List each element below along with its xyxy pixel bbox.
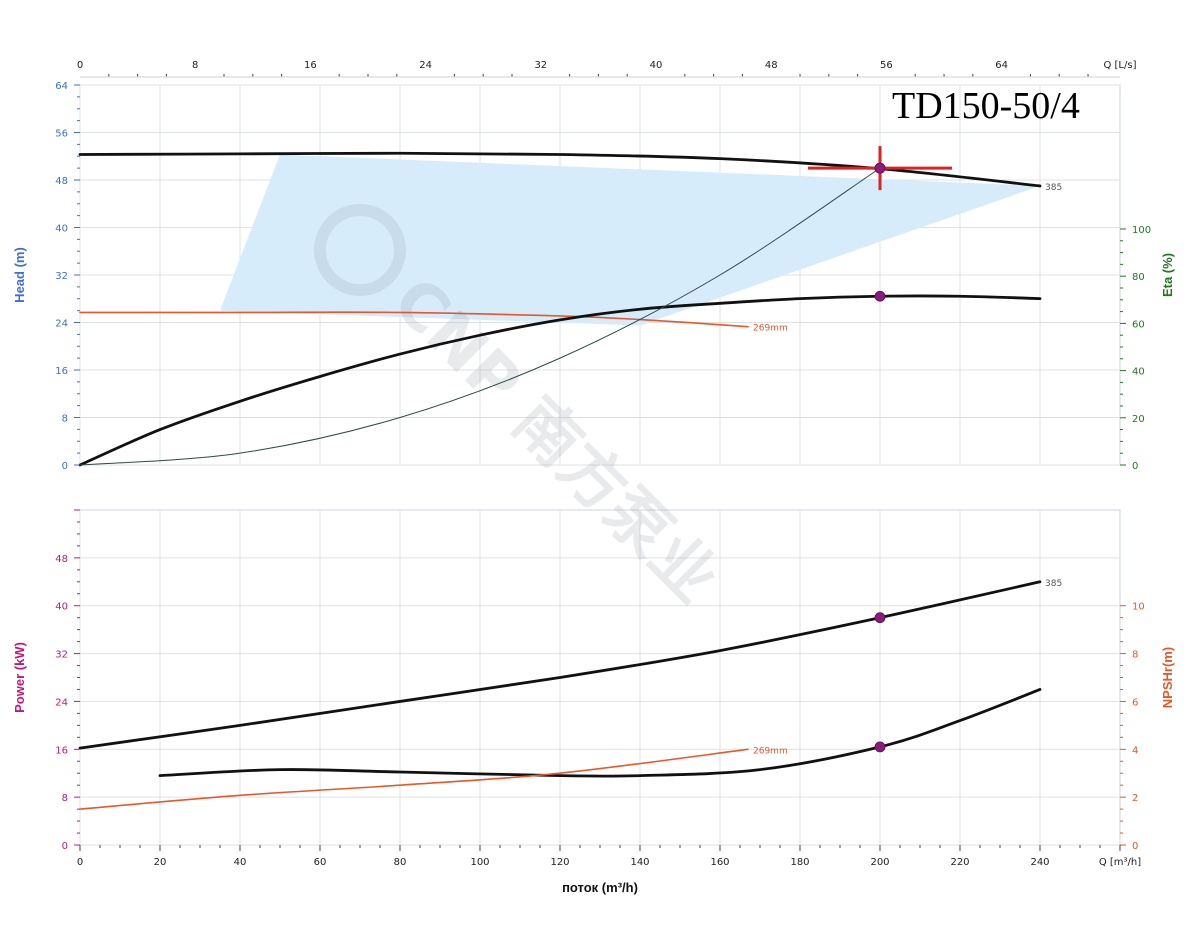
y2-axis-label: Eta (%)	[1160, 253, 1175, 297]
y2-axis-label: NPSHr(m)	[1160, 647, 1175, 708]
x-tick-label: 220	[950, 857, 969, 868]
y2-tick-label: 0	[1132, 461, 1138, 472]
x2-tick-label: 8	[192, 60, 198, 71]
x-tick-label: 40	[234, 857, 247, 868]
chart-title: TD150-50/4	[892, 85, 1080, 127]
series-line-1-2	[79, 748, 749, 810]
x2-tick-label: 40	[650, 60, 663, 71]
y-tick-label: 8	[62, 793, 68, 804]
series-label: 385	[1045, 183, 1062, 193]
watermark-circle	[314, 204, 406, 296]
y-tick-label: 56	[55, 129, 68, 140]
x-tick-label: 20	[154, 857, 167, 868]
x2-tick-label: 48	[765, 60, 778, 71]
operating-point-marker	[874, 290, 886, 302]
y2-tick-label: 100	[1132, 225, 1151, 236]
x-tick-label: 60	[314, 857, 327, 868]
x-axis-unit-label: Q [m³/h]	[1099, 857, 1141, 868]
operating-point-marker	[874, 612, 886, 624]
x-tick-label: 180	[790, 857, 809, 868]
y-axis-label: Power (kW)	[12, 642, 27, 713]
y-tick-label: 40	[55, 602, 68, 613]
curve-layer: 385 269mm 385 269mm	[78, 146, 1062, 810]
y2-tick-label: 10	[1132, 602, 1145, 613]
y2-tick-label: 40	[1132, 367, 1145, 378]
x2-tick-label: 64	[995, 60, 1008, 71]
x2-tick-label: 24	[419, 60, 432, 71]
y2-tick-label: 4	[1132, 745, 1138, 756]
y-tick-label: 24	[55, 697, 68, 708]
plot-frame	[79, 509, 1121, 846]
x-tick-label: 200	[870, 857, 889, 868]
x2-tick-label: 16	[304, 60, 317, 71]
series-line-0-3	[79, 167, 881, 466]
y-tick-label: 48	[55, 554, 68, 565]
duty-point-marker	[874, 162, 886, 174]
y-tick-label: 16	[55, 745, 68, 756]
y-tick-label: 40	[55, 224, 68, 235]
x-tick-label: 100	[470, 857, 489, 868]
operating-envelope	[220, 154, 1040, 326]
x-tick-label: 120	[550, 857, 569, 868]
series-line-0-1	[79, 311, 749, 328]
x-tick-label: 160	[710, 857, 729, 868]
y2-tick-label: 80	[1132, 272, 1145, 283]
x-tick-label: 80	[394, 857, 407, 868]
y-tick-label: 32	[55, 271, 68, 282]
x-tick-label: 0	[77, 857, 83, 868]
y-tick-label: 64	[55, 81, 68, 92]
x-tick-label: 140	[630, 857, 649, 868]
y-tick-label: 0	[62, 461, 68, 472]
series-label: 269mm	[753, 746, 788, 756]
y-tick-label: 48	[55, 176, 68, 187]
x2-tick-label: 56	[880, 60, 893, 71]
y2-tick-label: 20	[1132, 414, 1145, 425]
y-tick-label: 0	[62, 841, 68, 852]
y-tick-label: 24	[55, 319, 68, 330]
x2-axis-unit-label: Q [L/s]	[1103, 60, 1136, 71]
x-tick-label: 240	[1030, 857, 1049, 868]
y2-tick-label: 2	[1132, 793, 1138, 804]
y-axis-label: Head (m)	[12, 247, 27, 303]
y2-tick-label: 0	[1132, 841, 1138, 852]
y-tick-label: 8	[62, 414, 68, 425]
series-label: 269mm	[753, 324, 788, 334]
y2-tick-label: 8	[1132, 650, 1138, 661]
series-label: 385	[1045, 579, 1062, 589]
operating-envelope-layer	[220, 154, 1040, 326]
series-line-1-1	[158, 688, 1042, 778]
x-axis-label: поток (m³/h)	[562, 880, 638, 895]
x2-tick-label: 32	[534, 60, 547, 71]
y-tick-label: 16	[55, 366, 68, 377]
y2-tick-label: 60	[1132, 319, 1145, 330]
y-tick-label: 32	[55, 650, 68, 661]
y2-tick-label: 6	[1132, 697, 1138, 708]
operating-point-marker	[874, 741, 886, 753]
x2-tick-label: 0	[77, 60, 83, 71]
